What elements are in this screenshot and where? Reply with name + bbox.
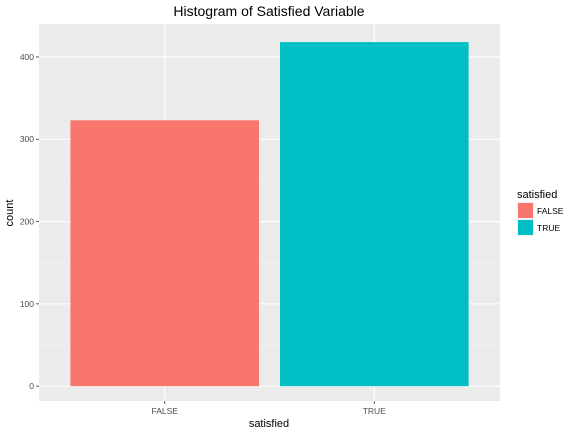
x-tick-label: FALSE [151,406,178,416]
y-tick-label: 100 [20,299,34,309]
legend: satisfied FALSE TRUE [517,189,564,236]
legend-swatch-true [518,220,533,235]
legend-title: satisfied [517,189,557,201]
legend-label: FALSE [537,206,564,216]
plot-panel [39,24,500,401]
y-tick-label: 200 [20,217,34,227]
y-axis-title: count [4,200,16,227]
y-tick-label: 400 [20,52,34,62]
y-tick-label: 300 [20,134,34,144]
x-tick-label: TRUE [363,406,386,416]
legend-swatch-false [518,203,533,218]
y-tick-label: 0 [29,381,34,391]
legend-label: TRUE [537,223,560,233]
x-axis-title: satisfied [249,418,289,430]
x-axis: FALSE TRUE [151,401,386,416]
bar-true [279,42,469,387]
bars [70,42,469,387]
chart-title: Histogram of Satisfied Variable [173,3,364,19]
y-axis: 0 100 200 300 400 [20,52,39,391]
bar-false [70,120,260,387]
